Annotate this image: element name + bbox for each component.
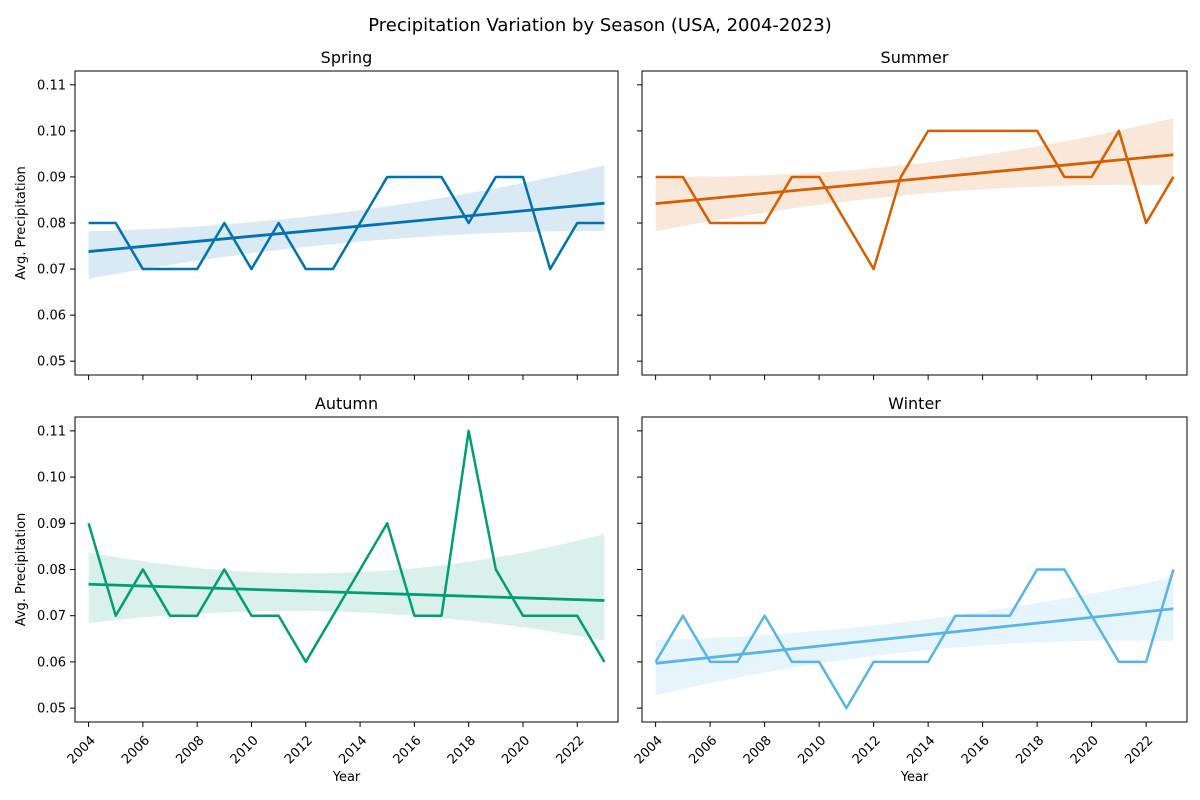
- winter-trend-line: [655, 607, 1174, 665]
- spring-y-tick-label: 0.05: [37, 355, 66, 370]
- summer-series-line: [655, 129, 1175, 271]
- autumn-y-tick-label: 0.10: [37, 471, 66, 486]
- autumn-confidence-band: [88, 533, 605, 641]
- spring-panel: Spring 0.05 0.06 0.07 0.08 0.09 0.10 0.11 Avg. P…: [14, 48, 619, 380]
- autumn-x-tick-label: 2008: [173, 733, 207, 767]
- winter-x-tick-label: 2006: [686, 733, 720, 767]
- spring-series-line: [88, 175, 605, 271]
- spring-trend-line: [88, 201, 605, 253]
- autumn-y-tick-label: 0.09: [37, 517, 66, 532]
- summer-confidence-band: [655, 117, 1174, 232]
- winter-x-tick-label: 2010: [795, 733, 829, 767]
- winter-panel: Winter 2004 2006 2008 2010 2012 2014 2016 2018 20…: [632, 394, 1188, 785]
- spring-y-tick-label: 0.09: [37, 170, 66, 185]
- spring-y-tick-label: 0.08: [37, 217, 66, 232]
- autumn-y-axis-label: Avg. Precipitation: [14, 513, 29, 627]
- winter-x-tick-label: 2018: [1013, 733, 1047, 767]
- spring-y-tick-label: 0.11: [37, 78, 66, 93]
- autumn-x-tick-label: 2006: [119, 733, 153, 767]
- autumn-y-tick-label: 0.08: [37, 563, 66, 578]
- summer-trend-line: [655, 153, 1174, 206]
- autumn-x-tick-label: 2010: [228, 733, 262, 767]
- spring-confidence-band: [88, 165, 605, 279]
- spring-panel-title: Spring: [321, 48, 373, 67]
- figure-title: Precipitation Variation by Season (USA, …: [368, 15, 832, 36]
- autumn-y-tick-label: 0.05: [37, 702, 66, 717]
- autumn-panel: Autumn 2004 2006 2008 2010 2012 2014 2016 2018 20…: [14, 394, 619, 785]
- spring-y-tick-label: 0.07: [37, 263, 66, 278]
- winter-x-tick-label: 2020: [1068, 733, 1102, 767]
- autumn-y-tick-label: 0.07: [37, 609, 66, 624]
- spring-y-tick-label: 0.06: [37, 309, 66, 324]
- autumn-x-axis-label: Year: [332, 770, 361, 785]
- spring-y-axis-label: Avg. Precipitation: [14, 166, 29, 280]
- autumn-x-tick-label: 2012: [282, 733, 316, 767]
- autumn-x-tick-label: 2020: [499, 733, 533, 767]
- winter-x-tick-label: 2016: [959, 733, 993, 767]
- summer-panel-title: Summer: [881, 48, 949, 67]
- autumn-x-tick-label: 2022: [553, 733, 587, 767]
- winter-panel-title: Winter: [888, 394, 941, 413]
- spring-y-tick-label: 0.10: [37, 124, 66, 139]
- winter-x-tick-label: 2004: [632, 733, 666, 767]
- winter-x-tick-label: 2022: [1122, 733, 1156, 767]
- autumn-x-tick-label: 2016: [391, 733, 425, 767]
- winter-x-tick-label: 2014: [904, 733, 938, 767]
- winter-x-tick-label: 2008: [741, 733, 775, 767]
- autumn-x-tick-label: 2014: [336, 733, 370, 767]
- autumn-panel-title: Autumn: [315, 394, 378, 413]
- winter-x-axis-label: Year: [900, 770, 929, 785]
- autumn-x-tick-label: 2004: [65, 733, 99, 767]
- autumn-y-tick-label: 0.06: [37, 655, 66, 670]
- autumn-x-tick-label: 2018: [445, 733, 479, 767]
- summer-panel: Summer: [637, 48, 1188, 380]
- winter-x-tick-label: 2012: [850, 733, 884, 767]
- autumn-y-tick-label: 0.11: [37, 424, 66, 439]
- autumn-trend-line: [88, 582, 605, 602]
